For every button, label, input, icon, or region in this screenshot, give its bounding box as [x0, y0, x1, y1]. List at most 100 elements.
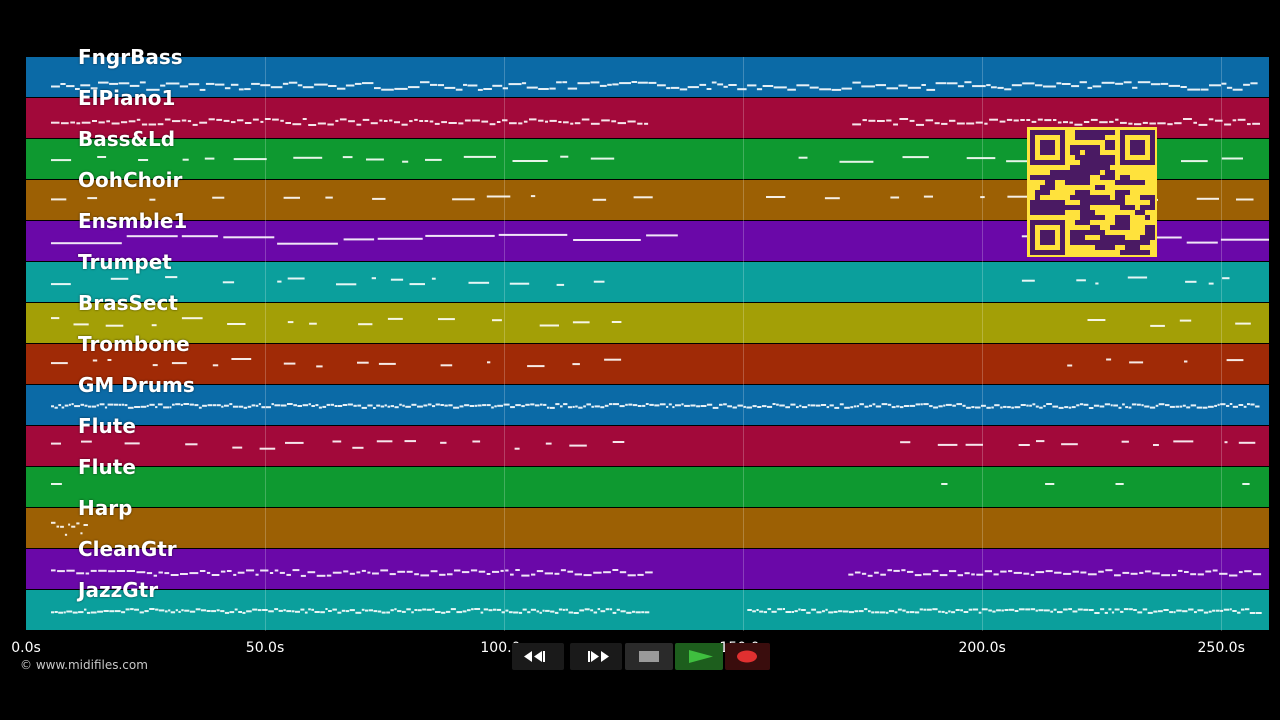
note [612, 569, 619, 571]
note [99, 403, 105, 406]
note [579, 609, 585, 612]
note [675, 404, 681, 407]
note [1095, 282, 1099, 285]
note [1179, 405, 1183, 408]
note [581, 118, 590, 121]
track-row [26, 57, 1269, 97]
note [316, 574, 326, 577]
note [1050, 610, 1054, 613]
note [1038, 609, 1044, 612]
note [111, 122, 120, 125]
note [292, 569, 300, 572]
note [185, 443, 198, 446]
note [165, 276, 178, 279]
stop-button[interactable] [625, 643, 673, 670]
note [1039, 406, 1043, 409]
note [590, 609, 594, 612]
note [164, 610, 168, 613]
note [179, 85, 188, 88]
note [295, 610, 300, 613]
play-icon [689, 650, 713, 663]
note [611, 120, 617, 123]
note [129, 84, 140, 87]
note [1008, 608, 1015, 611]
note [84, 404, 88, 407]
note [234, 608, 238, 611]
note [1083, 121, 1090, 123]
note [409, 120, 413, 123]
note [527, 365, 545, 368]
note [51, 483, 62, 485]
note [612, 83, 619, 86]
note [864, 608, 868, 611]
fast-forward-icon [588, 651, 609, 662]
note [510, 573, 514, 576]
note [181, 317, 203, 320]
rewind-button[interactable] [512, 643, 564, 670]
note [574, 122, 581, 125]
note [277, 242, 338, 245]
note [1208, 610, 1212, 613]
note [896, 405, 900, 408]
record-button[interactable] [725, 643, 770, 670]
fast-forward-button[interactable] [570, 643, 622, 670]
note [521, 574, 530, 577]
note [871, 611, 875, 614]
note [114, 403, 119, 406]
note [212, 404, 217, 407]
piano-roll: FngrBass ElPiano1 Bass&Ld OohChoir Ensmble1 T… [26, 47, 1269, 631]
gridline [982, 57, 984, 631]
note [126, 570, 135, 572]
play-button[interactable] [675, 643, 723, 670]
qr-code[interactable] [1027, 127, 1157, 257]
note [429, 120, 434, 123]
note [356, 571, 361, 574]
transport-controls [510, 643, 770, 670]
note [849, 611, 854, 614]
note [366, 158, 384, 161]
note [141, 123, 148, 126]
note [938, 610, 941, 613]
note [454, 569, 461, 572]
note [444, 86, 456, 89]
note [978, 611, 982, 614]
note [1035, 405, 1039, 408]
note [211, 574, 220, 576]
note [356, 123, 362, 126]
note [224, 87, 231, 90]
note [152, 364, 158, 367]
note [372, 197, 386, 200]
note [696, 405, 701, 408]
note [103, 610, 109, 612]
note [300, 608, 305, 611]
note [1153, 610, 1158, 613]
note [309, 322, 317, 325]
note [965, 443, 983, 446]
note [269, 572, 274, 574]
tick-label: 50.0s [245, 640, 285, 656]
note [348, 120, 355, 123]
note [668, 403, 672, 406]
note [287, 403, 293, 405]
note [1108, 608, 1112, 611]
note [128, 120, 136, 123]
note [487, 361, 491, 364]
note [899, 118, 909, 120]
note [1226, 86, 1233, 89]
note [1053, 608, 1057, 611]
note [57, 570, 65, 573]
note [140, 405, 147, 408]
note [201, 609, 207, 612]
note [1173, 611, 1176, 614]
note [238, 405, 244, 408]
note [381, 88, 394, 91]
note [798, 156, 808, 159]
note [1229, 403, 1233, 405]
note [208, 118, 215, 121]
note [1197, 573, 1204, 576]
note [644, 611, 650, 614]
note [690, 404, 696, 407]
note [92, 359, 98, 362]
note [886, 611, 889, 614]
note [728, 84, 737, 86]
